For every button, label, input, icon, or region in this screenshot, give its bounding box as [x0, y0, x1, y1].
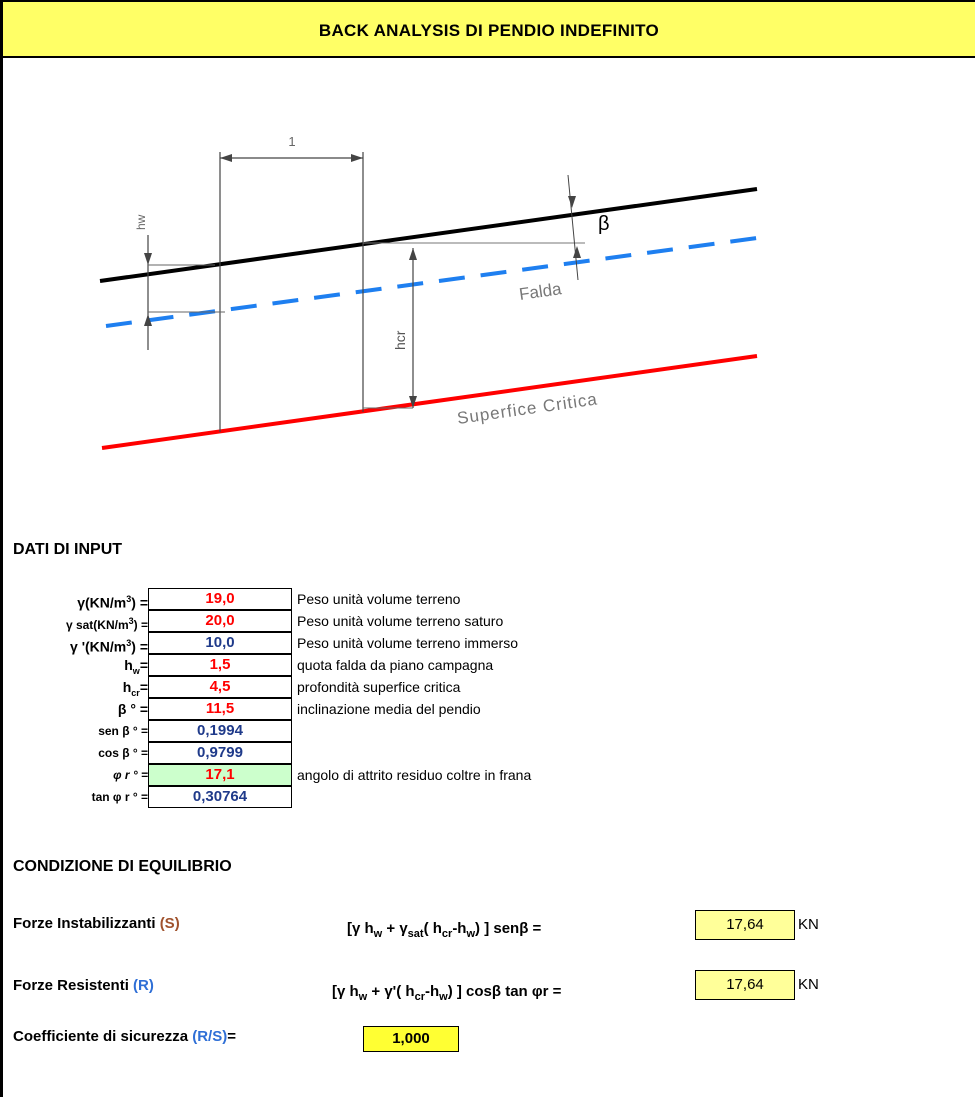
beta-symbol: β	[598, 213, 610, 235]
resist-formula: [γ hw + γ'( hcr-hw) ] cosβ tan φr =	[332, 983, 562, 1003]
gamma-prime-label: γ '(KN/m3) =	[70, 638, 148, 655]
gamma-label: γ(KN/m3) =	[77, 594, 148, 611]
ground-surface-line	[99, 187, 758, 283]
instab-result-cell[interactable]: 17,64	[695, 910, 795, 940]
resist-unit: KN	[798, 976, 819, 993]
title-bar: BACK ANALYSIS DI PENDIO INDEFINITO	[3, 0, 975, 58]
gamma-prime-value-cell[interactable]: 10,0	[148, 632, 292, 654]
input-section-heading: DATI DI INPUT	[13, 541, 123, 558]
beta-desc: inclinazione media del pendio	[297, 701, 481, 717]
gamma-desc: Peso unità volume terreno	[297, 591, 461, 607]
gamma-prime-desc: Peso unità volume terreno immerso	[297, 635, 518, 651]
hw-input-label: hw=	[124, 657, 148, 676]
phi-r-label: φ r ° =	[113, 768, 148, 782]
gamma-sat-desc: Peso unità volume terreno saturo	[297, 613, 504, 629]
instab-label-text: Forze Instabilizzanti	[13, 915, 156, 932]
resist-forces-label: Forze Resistenti (R)	[13, 977, 154, 994]
tan-phi-r-value-cell[interactable]: 0,30764	[148, 786, 292, 808]
resist-label-text: Forze Resistenti	[13, 977, 129, 994]
hw-label: hw	[134, 214, 148, 230]
tan-phi-r-label: tan φ r ° =	[91, 790, 148, 804]
instab-tag: (S)	[159, 915, 180, 932]
hcr-label: hcr	[392, 330, 408, 350]
sheet-left-border	[0, 0, 3, 1097]
beta-input-label: β ° =	[117, 701, 148, 717]
falda-label: Falda	[518, 279, 563, 304]
cos-beta-label: cos β ° =	[98, 746, 148, 760]
page-title: BACK ANALYSIS DI PENDIO INDEFINITO	[318, 21, 660, 40]
beta-value-cell[interactable]: 11,5	[148, 698, 292, 720]
phi-r-desc: angolo di attrito residuo coltre in fran…	[297, 767, 532, 783]
instab-formula: [γ hw + γsat( hcr-hw) ] senβ =	[347, 920, 542, 940]
hcr-desc: profondità superfice critica	[297, 679, 461, 695]
safety-coef-cell[interactable]: 1,000	[363, 1026, 459, 1052]
hcr-value-cell[interactable]: 4,5	[148, 676, 292, 698]
hcr-input-label: hcr=	[122, 679, 148, 698]
gamma-sat-label: γ sat(KN/m3) =	[65, 616, 148, 632]
slope-diagram: 1 hw hcr β Falda Superfice Critica	[99, 134, 758, 450]
hw-desc: quota falda da piano campagna	[297, 657, 494, 673]
phi-r-value-cell[interactable]: 17,1	[148, 764, 292, 786]
coef-label-text: Coefficiente di sicurezza	[13, 1028, 189, 1045]
coef-tag: (R/S)	[192, 1028, 228, 1045]
water-table-line	[105, 236, 758, 328]
gamma-sat-value-cell[interactable]: 20,0	[148, 610, 292, 632]
coef-eq: =	[227, 1028, 236, 1045]
resist-result-cell[interactable]: 17,64	[695, 970, 795, 1000]
dim-one-label: 1	[288, 134, 295, 149]
instab-unit: KN	[798, 916, 819, 933]
sen-beta-label: sen β ° =	[98, 724, 148, 738]
cos-beta-value-cell[interactable]: 0,9799	[148, 742, 292, 764]
critical-surface-line	[101, 354, 758, 450]
instab-forces-label: Forze Instabilizzanti (S)	[13, 915, 180, 932]
equilibrium-heading: CONDIZIONE DI EQUILIBRIO	[13, 858, 232, 875]
sen-beta-value-cell[interactable]: 0,1994	[148, 720, 292, 742]
safety-coef-label: Coefficiente di sicurezza (R/S)=	[13, 1028, 236, 1045]
gamma-value-cell[interactable]: 19,0	[148, 588, 292, 610]
resist-tag: (R)	[133, 977, 154, 994]
hw-value-cell[interactable]: 1,5	[148, 654, 292, 676]
